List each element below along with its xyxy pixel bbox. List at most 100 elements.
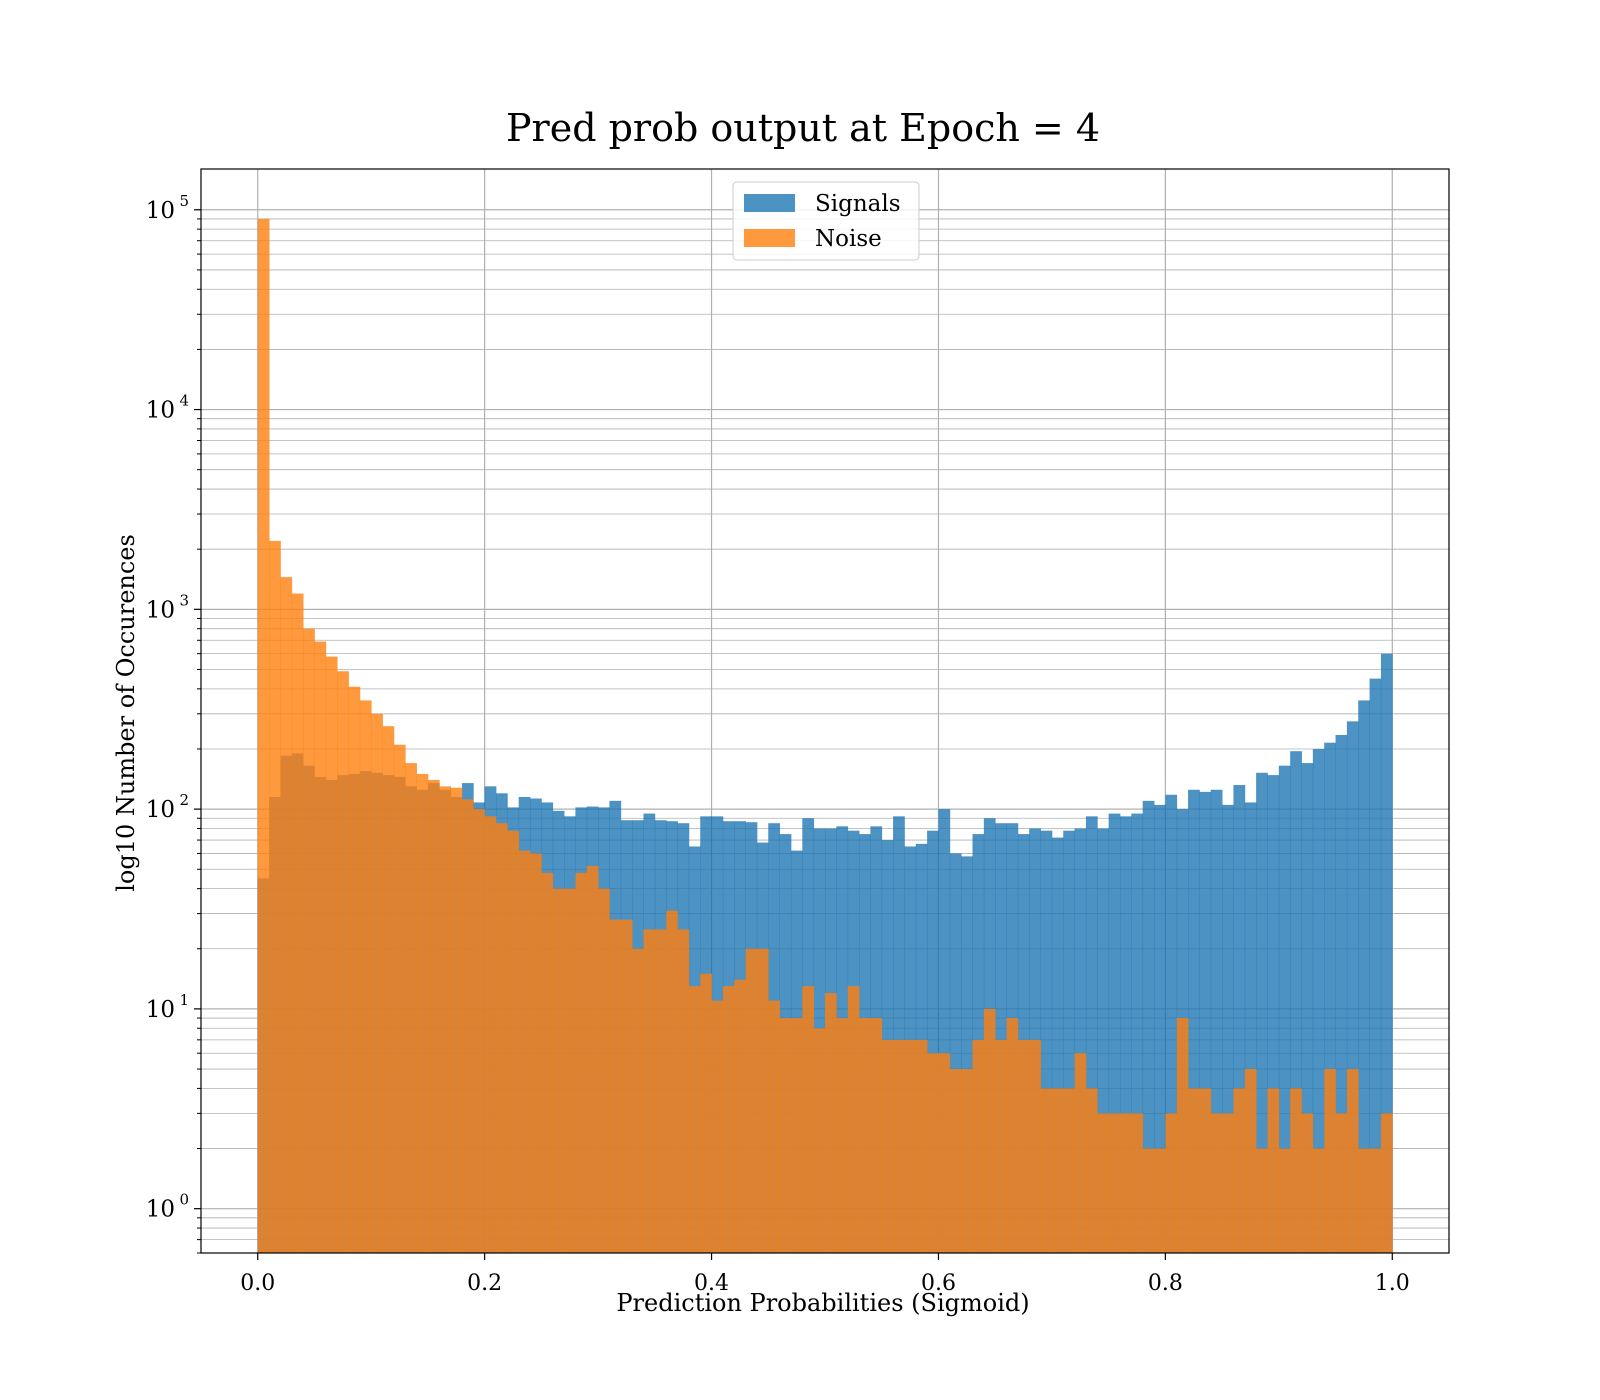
histogram-bar: [961, 1069, 973, 1253]
histogram-bar: [1267, 1088, 1280, 1253]
histogram-bar: [949, 1069, 962, 1253]
histogram-bar: [938, 809, 951, 1253]
histogram-bar: [1233, 785, 1246, 1253]
x-tick-label: 1.0: [1375, 1271, 1410, 1296]
histogram-bar: [870, 1018, 883, 1253]
histogram-bar: [722, 986, 735, 1253]
plot-frame: [200, 168, 1450, 1254]
y-tick-label: 10: [146, 198, 175, 224]
histogram-bar: [1335, 1113, 1348, 1253]
histogram-bar: [825, 993, 837, 1253]
histogram-bar: [859, 1018, 871, 1253]
histogram-bar: [1165, 1113, 1178, 1253]
histogram-bar: [1199, 1088, 1212, 1253]
y-axis-label: log10 Number of Occurences: [112, 534, 140, 892]
histogram-bar: [1142, 1148, 1155, 1253]
histogram-bar: [779, 1018, 792, 1253]
histogram-bar: [1165, 794, 1178, 1253]
histogram-bar: [1369, 678, 1382, 1253]
y-tick-label: 10: [146, 797, 175, 823]
histogram-bar: [1210, 1113, 1223, 1253]
histogram-bar: [1222, 804, 1234, 1253]
histogram-bar: [745, 948, 758, 1253]
y-tick-exponent: 3: [179, 591, 189, 609]
histogram-bar: [1278, 765, 1291, 1253]
histogram-bar: [1097, 1113, 1110, 1253]
histogram-bar: [893, 1039, 905, 1253]
histogram-bar: [450, 787, 463, 1253]
histogram-bar: [1278, 1148, 1291, 1253]
histogram-bar: [1131, 813, 1144, 1253]
y-tick-exponent: 2: [179, 791, 189, 809]
histogram-bar: [303, 628, 315, 1253]
histogram-bar: [314, 641, 327, 1253]
histogram-bar: [1051, 1088, 1064, 1253]
histogram-bar: [666, 910, 678, 1253]
histogram-bar: [405, 763, 417, 1253]
legend-label-signals: Signals: [815, 191, 901, 217]
histogram-bar: [1256, 1148, 1268, 1253]
y-tick-exponent: 5: [179, 192, 189, 210]
chart-title: Pred prob output at Epoch = 4: [506, 106, 1100, 150]
histogram-bar: [291, 593, 304, 1253]
histogram-bar: [1380, 1113, 1393, 1253]
histogram-bar: [813, 1028, 826, 1253]
histogram-bar: [1108, 813, 1121, 1253]
histogram-bar: [1085, 1088, 1098, 1253]
histogram-bar: [802, 986, 815, 1253]
histogram-bar: [541, 872, 554, 1253]
histogram-bar: [1335, 734, 1348, 1253]
histogram-bar: [949, 853, 962, 1253]
histogram-bar: [575, 872, 588, 1253]
histogram-bar: [1346, 721, 1359, 1253]
histogram-bar: [1142, 800, 1155, 1253]
histogram-bar: [1301, 763, 1314, 1253]
histogram-bar: [609, 919, 622, 1253]
histogram-bar: [1244, 1069, 1257, 1253]
histogram-bar: [1017, 1039, 1030, 1253]
histogram-bar: [643, 929, 656, 1253]
histogram-bar: [927, 1053, 939, 1253]
histogram-bar: [995, 823, 1007, 1253]
histogram-bar: [1154, 804, 1166, 1253]
histogram-bar: [1063, 1088, 1075, 1253]
histogram-bar: [1119, 816, 1132, 1253]
histogram-bar: [461, 799, 474, 1253]
histogram-bar: [1290, 751, 1302, 1253]
histogram-bar: [620, 919, 633, 1253]
histogram-bar: [632, 948, 644, 1253]
histogram-bar: [269, 540, 281, 1253]
histogram-bar: [325, 656, 338, 1253]
histogram-bar: [904, 1039, 917, 1253]
histogram-bar: [972, 1039, 985, 1253]
histogram-bar: [756, 948, 769, 1253]
histogram-bar: [484, 816, 497, 1253]
histogram-bar: [439, 786, 451, 1253]
histogram-bar: [1085, 816, 1098, 1253]
histogram-bar: [371, 713, 383, 1253]
legend-swatch-noise: [744, 229, 795, 247]
histogram-bar: [507, 830, 520, 1253]
histogram-bar: [1051, 837, 1064, 1253]
histogram-bar: [1210, 789, 1223, 1253]
histogram-bar: [1006, 1018, 1019, 1253]
histogram-bar: [1358, 700, 1370, 1253]
histogram-bar: [1256, 772, 1268, 1253]
histogram-bar: [1290, 1088, 1302, 1253]
y-tick-label: 10: [146, 597, 175, 623]
histogram-bar: [382, 726, 395, 1253]
x-tick-label: 0.8: [1148, 1271, 1183, 1296]
histogram-bar: [1199, 791, 1212, 1253]
series-noise: [257, 218, 1393, 1253]
histogram-bar: [495, 823, 508, 1253]
histogram-bar: [915, 1039, 928, 1253]
histogram-bar: [1312, 1148, 1325, 1253]
histogram-bar: [1040, 1088, 1053, 1253]
y-tick-exponent: 1: [179, 991, 189, 1009]
histogram-bar: [995, 1039, 1007, 1253]
histogram-bar: [1108, 1113, 1121, 1253]
histogram-bar: [1324, 1069, 1336, 1253]
x-tick-label: 0.6: [921, 1271, 956, 1296]
